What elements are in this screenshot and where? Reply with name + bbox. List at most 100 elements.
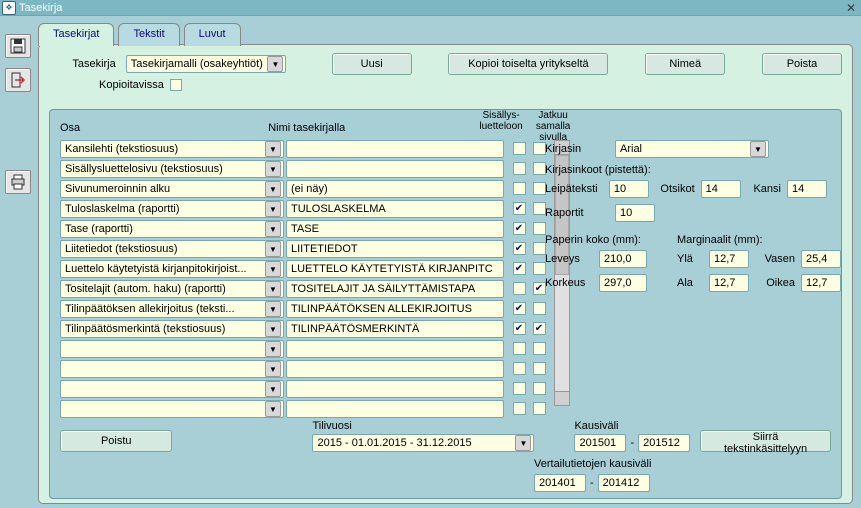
sisallys-checkbox[interactable]: [513, 322, 526, 335]
chevron-down-icon[interactable]: ▼: [265, 301, 281, 317]
ala-input[interactable]: [709, 274, 749, 292]
chevron-down-icon[interactable]: ▼: [265, 321, 281, 337]
chevron-down-icon[interactable]: ▼: [265, 221, 281, 237]
nimi-input[interactable]: [286, 360, 504, 378]
nimi-input[interactable]: [286, 220, 504, 238]
sisallys-checkbox[interactable]: [513, 162, 526, 175]
osa-combo[interactable]: ▼: [60, 400, 284, 418]
yla-input[interactable]: [709, 250, 749, 268]
chevron-down-icon[interactable]: ▼: [267, 56, 283, 72]
tab-luvut[interactable]: Luvut: [184, 23, 241, 46]
otsikot-input[interactable]: [701, 180, 741, 198]
jatkuu-checkbox[interactable]: [533, 402, 546, 415]
sisallys-checkbox[interactable]: [513, 222, 526, 235]
tab-tasekirjat[interactable]: Tasekirjat: [38, 23, 114, 46]
nimi-input[interactable]: [286, 200, 504, 218]
osa-combo[interactable]: Liitetiedot (tekstiosuus)▼: [60, 240, 284, 258]
tilivuosi-select[interactable]: 2015 - 01.01.2015 - 31.12.2015 ▼: [312, 434, 534, 452]
kansi-input[interactable]: [787, 180, 827, 198]
osa-combo[interactable]: Tuloslaskelma (raportti)▼: [60, 200, 284, 218]
sisallys-checkbox[interactable]: [513, 302, 526, 315]
osa-combo[interactable]: Sisällysluettelosivu (tekstiosuus)▼: [60, 160, 284, 178]
nimi-input[interactable]: [286, 160, 504, 178]
jatkuu-checkbox[interactable]: [533, 262, 546, 275]
chevron-down-icon[interactable]: ▼: [750, 141, 766, 157]
nimi-input[interactable]: [286, 280, 504, 298]
sisallys-checkbox[interactable]: [513, 342, 526, 355]
sisallys-checkbox[interactable]: [513, 142, 526, 155]
nimi-input[interactable]: [286, 380, 504, 398]
tasekirja-select[interactable]: Tasekirjamalli (osakeyhtiöt) ▼: [126, 55, 287, 73]
exit-button[interactable]: [5, 68, 31, 92]
kopioi-button[interactable]: Kopioi toiselta yritykseltä: [448, 53, 608, 75]
jatkuu-checkbox[interactable]: [533, 382, 546, 395]
nimi-input[interactable]: [286, 260, 504, 278]
osa-combo[interactable]: Tase (raportti)▼: [60, 220, 284, 238]
raportit-input[interactable]: [615, 204, 655, 222]
nimi-input[interactable]: [286, 320, 504, 338]
poista-button[interactable]: Poista: [762, 53, 842, 75]
poistu-button[interactable]: Poistu: [60, 430, 172, 452]
oikea-input[interactable]: [801, 274, 841, 292]
nimi-input[interactable]: [286, 400, 504, 418]
osa-combo[interactable]: Kansilehti (tekstiosuus)▼: [60, 140, 284, 158]
chevron-down-icon[interactable]: ▼: [265, 201, 281, 217]
tab-tekstit[interactable]: Tekstit: [118, 23, 179, 46]
leipa-input[interactable]: [609, 180, 649, 198]
sisallys-checkbox[interactable]: [513, 182, 526, 195]
jatkuu-checkbox[interactable]: [533, 362, 546, 375]
chevron-down-icon[interactable]: ▼: [265, 261, 281, 277]
nimi-input[interactable]: [286, 180, 504, 198]
nimea-button[interactable]: Nimeä: [645, 53, 725, 75]
nimi-input[interactable]: [286, 140, 504, 158]
vert-from-input[interactable]: [534, 474, 586, 492]
sisallys-checkbox[interactable]: [513, 402, 526, 415]
vasen-input[interactable]: [801, 250, 841, 268]
chevron-down-icon[interactable]: ▼: [265, 181, 281, 197]
chevron-down-icon[interactable]: ▼: [515, 435, 531, 451]
jatkuu-checkbox[interactable]: [533, 202, 546, 215]
jatkuu-checkbox[interactable]: [533, 282, 546, 295]
chevron-down-icon[interactable]: ▼: [265, 381, 281, 397]
osa-combo[interactable]: ▼: [60, 340, 284, 358]
jatkuu-checkbox[interactable]: [533, 222, 546, 235]
jatkuu-checkbox[interactable]: [533, 342, 546, 355]
kausi-to-input[interactable]: [638, 434, 690, 452]
osa-combo[interactable]: Tilinpäätösmerkintä (tekstiosuus)▼: [60, 320, 284, 338]
sisallys-checkbox[interactable]: [513, 242, 526, 255]
chevron-down-icon[interactable]: ▼: [265, 161, 281, 177]
siirra-button[interactable]: Siirrä tekstinkäsittelyyn: [700, 430, 831, 452]
kopioitavissa-checkbox[interactable]: [170, 79, 182, 91]
jatkuu-checkbox[interactable]: [533, 182, 546, 195]
chevron-down-icon[interactable]: ▼: [265, 341, 281, 357]
chevron-down-icon[interactable]: ▼: [265, 141, 281, 157]
jatkuu-checkbox[interactable]: [533, 162, 546, 175]
nimi-input[interactable]: [286, 240, 504, 258]
save-button[interactable]: [5, 34, 31, 58]
kirjasin-select[interactable]: Arial ▼: [615, 140, 769, 158]
sisallys-checkbox[interactable]: [513, 202, 526, 215]
korkeus-input[interactable]: [599, 274, 647, 292]
osa-combo[interactable]: ▼: [60, 360, 284, 378]
vert-to-input[interactable]: [598, 474, 650, 492]
jatkuu-checkbox[interactable]: [533, 242, 546, 255]
chevron-down-icon[interactable]: ▼: [265, 401, 281, 417]
nimi-input[interactable]: [286, 340, 504, 358]
sisallys-checkbox[interactable]: [513, 262, 526, 275]
osa-combo[interactable]: Tositelajit (autom. haku) (raportti)▼: [60, 280, 284, 298]
chevron-down-icon[interactable]: ▼: [265, 361, 281, 377]
sisallys-checkbox[interactable]: [513, 362, 526, 375]
nimi-input[interactable]: [286, 300, 504, 318]
sisallys-checkbox[interactable]: [513, 282, 526, 295]
osa-combo[interactable]: Sivunumeroinnin alku▼: [60, 180, 284, 198]
jatkuu-checkbox[interactable]: [533, 302, 546, 315]
osa-combo[interactable]: Luettelo käytetyistä kirjanpitokirjoist.…: [60, 260, 284, 278]
jatkuu-checkbox[interactable]: [533, 142, 546, 155]
jatkuu-checkbox[interactable]: [533, 322, 546, 335]
close-icon[interactable]: ✕: [843, 1, 859, 15]
leveys-input[interactable]: [599, 250, 647, 268]
chevron-down-icon[interactable]: ▼: [265, 281, 281, 297]
uusi-button[interactable]: Uusi: [332, 53, 412, 75]
scroll-down-icon[interactable]: [555, 391, 569, 405]
osa-combo[interactable]: ▼: [60, 380, 284, 398]
